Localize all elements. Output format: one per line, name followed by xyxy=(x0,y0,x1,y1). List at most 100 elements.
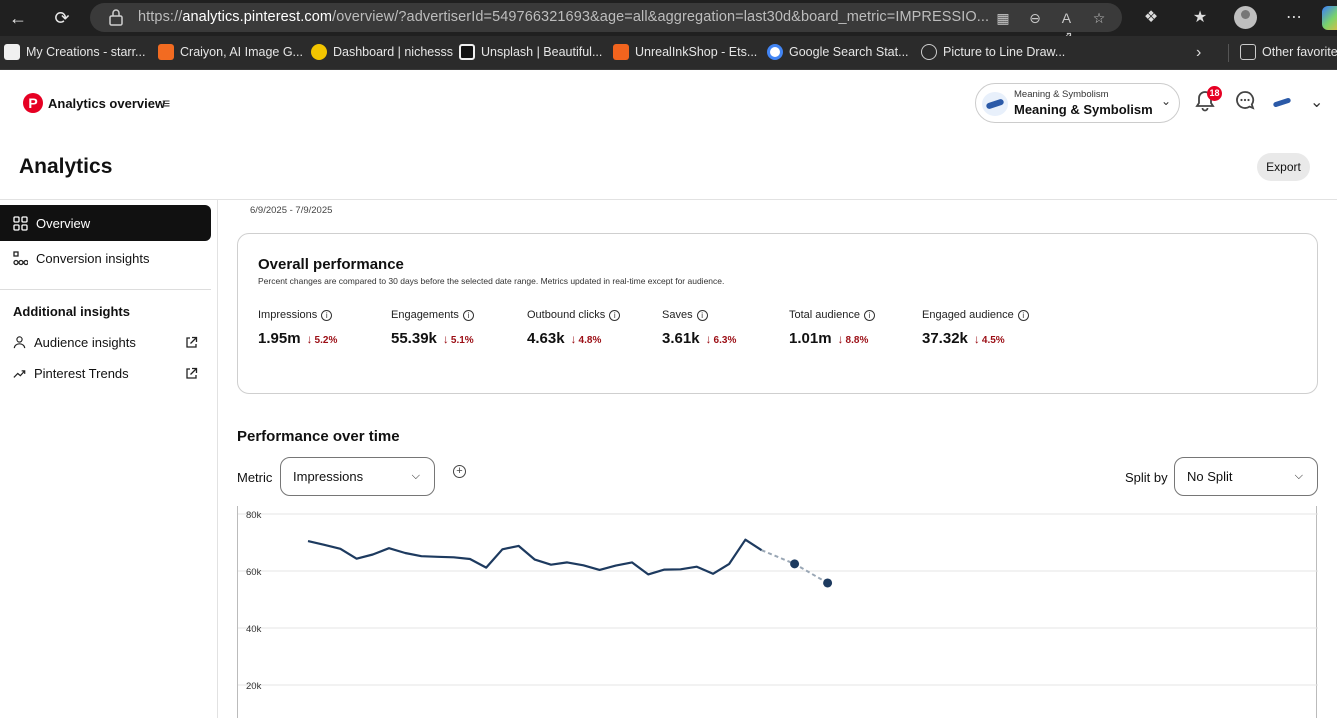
arrow-down-icon: ↓ xyxy=(705,332,712,346)
metric-select[interactable]: Impressions ⌵ xyxy=(280,457,435,496)
back-arrow-icon[interactable]: ← xyxy=(9,8,27,28)
bookmark-item[interactable]: Google Search Stat... xyxy=(767,44,909,60)
metric-outbound-clicks: Outbound clicks i 4.63k ↓ 4.8% xyxy=(527,309,621,347)
date-range: 6/9/2025 - 7/9/2025 xyxy=(250,205,333,216)
account-avatar xyxy=(982,92,1008,116)
metric-change: ↓ 6.3% xyxy=(705,332,737,346)
y-tick-label: 60k xyxy=(246,567,262,578)
arrow-down-icon: ↓ xyxy=(306,332,313,346)
browser-toolbar: ← ⟳ https://analytics.pinterest.com/over… xyxy=(0,0,1337,44)
zoom-out-icon[interactable]: ⊖ xyxy=(1029,10,1041,26)
projected-point[interactable] xyxy=(790,559,800,569)
sidebar-item-label: Conversion insights xyxy=(36,250,150,266)
messages-icon[interactable] xyxy=(1233,90,1257,114)
sidebar-item-overview[interactable]: Overview xyxy=(0,205,211,241)
grid-icon xyxy=(13,215,28,231)
metric-saves: Saves i 3.61k ↓ 6.3% xyxy=(662,309,736,347)
line-chart: 80k 60k 40k 20k xyxy=(238,510,1318,692)
bookmarks-bar: My Creations - starr... Craiyon, AI Imag… xyxy=(0,36,1337,70)
split-screen-icon[interactable]: ▦ xyxy=(996,10,1010,26)
app-title[interactable]: Analytics overview xyxy=(48,96,166,111)
lock-icon xyxy=(109,9,123,26)
sidebar-divider xyxy=(0,289,211,290)
bookmarks-overflow-icon[interactable]: › xyxy=(1196,44,1202,61)
extensions-icon[interactable]: ❖ xyxy=(1143,9,1159,26)
bookmark-favicon-icon xyxy=(158,44,174,60)
projected-point[interactable] xyxy=(823,578,833,588)
metric-change: ↓ 5.2% xyxy=(306,332,338,346)
info-icon[interactable]: i xyxy=(1017,309,1029,321)
chevron-down-icon[interactable]: ⌄ xyxy=(1310,94,1324,111)
bookmark-item[interactable]: Unsplash | Beautiful... xyxy=(459,44,602,60)
metric-select-label: Metric xyxy=(237,470,273,485)
series-line xyxy=(307,538,763,576)
card-title: Overall performance xyxy=(258,256,404,273)
metric-total-audience: Total audience i 1.01m ↓ 8.8% xyxy=(789,309,875,347)
favorites-icon[interactable]: ★ xyxy=(1192,9,1208,26)
info-icon[interactable]: i xyxy=(321,309,333,321)
bookmark-favicon-icon xyxy=(921,44,937,60)
pinterest-logo-icon[interactable]: P xyxy=(23,93,43,113)
bookmark-item[interactable]: Dashboard | nichesss xyxy=(311,44,453,60)
metric-label: Outbound clicks xyxy=(527,309,606,321)
account-name: Meaning & Symbolism xyxy=(1014,102,1153,117)
refresh-icon[interactable]: ⟳ xyxy=(54,8,70,28)
metric-change: ↓ 8.8% xyxy=(837,332,869,346)
bookmark-item[interactable]: UnrealInkShop - Ets... xyxy=(613,44,757,60)
metric-impressions: Impressions i 1.95m ↓ 5.2% xyxy=(258,309,337,347)
metric-value: 1.01m xyxy=(789,330,832,347)
bookmark-folder-other[interactable]: Other favorites xyxy=(1240,44,1337,60)
chevron-down-icon: ⌵ xyxy=(411,470,420,482)
arrow-down-icon: ↓ xyxy=(837,332,844,346)
page-title: Analytics xyxy=(19,155,113,178)
arrow-down-icon: ↓ xyxy=(570,332,577,346)
hamburger-menu-icon[interactable]: ≡ xyxy=(162,95,171,111)
metric-change: ↓ 5.1% xyxy=(442,332,474,346)
metric-label: Engagements xyxy=(391,309,459,321)
overall-performance-card: Overall performance Percent changes are … xyxy=(237,233,1318,394)
export-button[interactable]: Export xyxy=(1257,153,1310,181)
metric-value: 1.95m xyxy=(258,330,301,347)
header-divider xyxy=(0,199,1337,200)
bookmark-item[interactable]: Craiyon, AI Image G... xyxy=(158,44,303,60)
metric-label: Total audience xyxy=(789,309,860,321)
metric-label: Impressions xyxy=(258,309,318,321)
chevron-down-icon: ⌄ xyxy=(1160,94,1171,108)
info-icon[interactable]: i xyxy=(462,309,474,321)
more-menu-icon[interactable]: ⋯ xyxy=(1286,9,1302,26)
metric-change: ↓ 4.5% xyxy=(973,332,1005,346)
section-title: Performance over time xyxy=(237,428,400,445)
address-bar[interactable]: https://analytics.pinterest.com/overview… xyxy=(90,3,1122,44)
profile-avatar[interactable] xyxy=(1234,6,1257,29)
info-icon[interactable]: i xyxy=(609,309,621,321)
bookmark-favicon-icon xyxy=(4,44,20,60)
external-link-icon[interactable] xyxy=(185,336,198,349)
card-note: Percent changes are compared to 30 days … xyxy=(258,276,725,286)
metric-value: 3.61k xyxy=(662,330,700,347)
read-aloud-icon[interactable]: A ⇗ xyxy=(1061,10,1073,44)
sidebar-item-label: Audience insights xyxy=(34,334,136,350)
notification-badge: 18 xyxy=(1207,86,1222,101)
split-by-select[interactable]: No Split ⌵ xyxy=(1174,457,1318,496)
sidebar-item-conversion-insights[interactable]: Conversion insights xyxy=(0,240,211,276)
info-icon[interactable]: i xyxy=(863,309,875,321)
favorite-star-icon[interactable]: ☆ xyxy=(1092,10,1106,26)
metric-value: 37.32k xyxy=(922,330,968,347)
account-switcher[interactable]: Meaning & Symbolism Meaning & Symbolism … xyxy=(975,83,1180,123)
metric-value: 55.39k xyxy=(391,330,437,347)
copilot-icon[interactable] xyxy=(1322,6,1337,30)
url-text: https://analytics.pinterest.com/overview… xyxy=(138,9,990,25)
add-metric-icon[interactable]: + xyxy=(453,465,466,478)
user-avatar[interactable] xyxy=(1271,92,1293,112)
conversion-icon xyxy=(13,250,28,265)
external-link-icon[interactable] xyxy=(185,367,198,380)
arrow-down-icon: ↓ xyxy=(442,332,449,346)
bookmark-item[interactable]: Picture to Line Draw... xyxy=(921,44,1065,60)
sidebar-item-pinterest-trends[interactable]: Pinterest Trends xyxy=(0,355,211,391)
bookmark-favicon-icon xyxy=(459,44,475,60)
y-tick-label: 20k xyxy=(246,681,262,692)
bookmark-item[interactable]: My Creations - starr... xyxy=(4,44,145,60)
sidebar-item-audience-insights[interactable]: Audience insights xyxy=(0,324,211,360)
metric-value: 4.63k xyxy=(527,330,565,347)
info-icon[interactable]: i xyxy=(696,309,708,321)
